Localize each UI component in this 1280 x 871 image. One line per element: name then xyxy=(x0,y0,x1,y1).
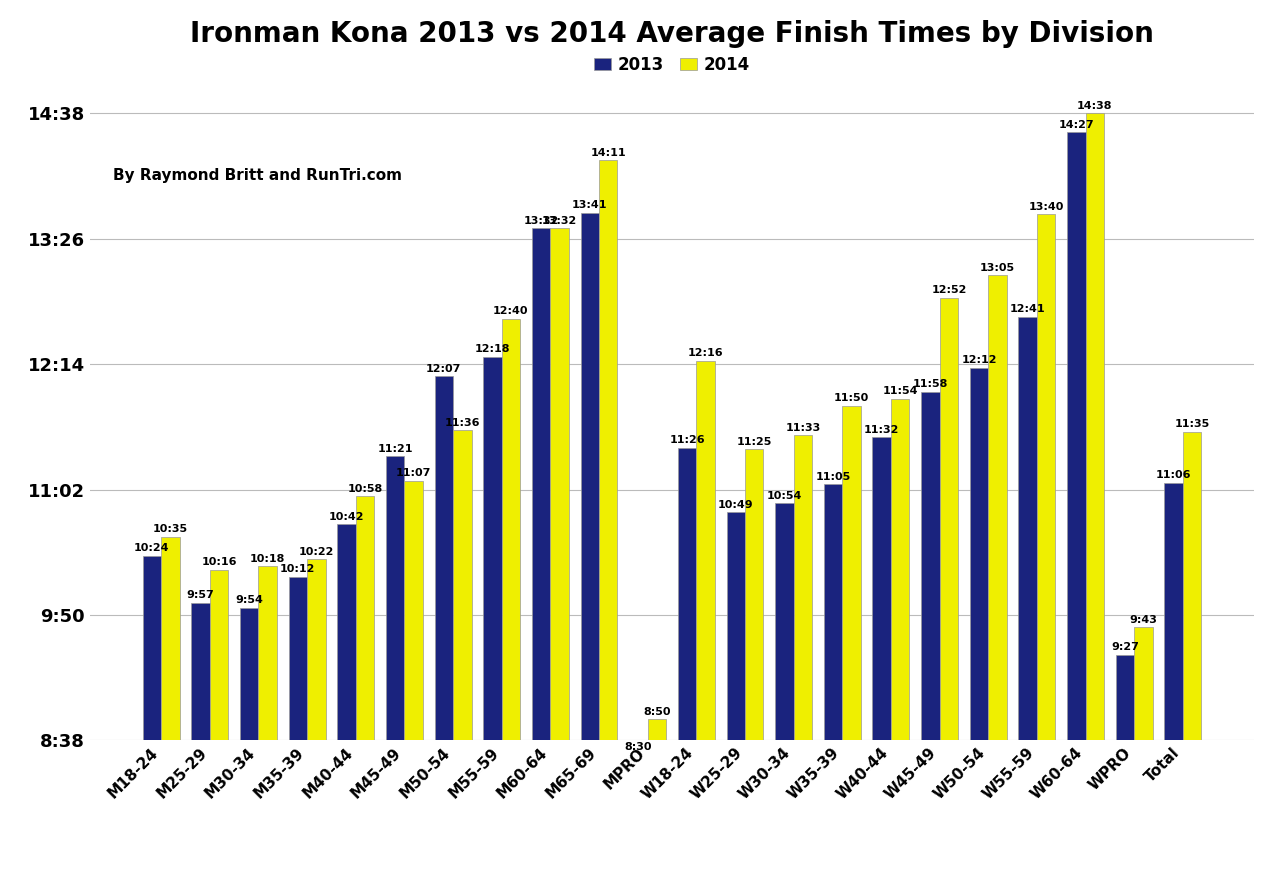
Text: 12:16: 12:16 xyxy=(687,348,723,358)
Bar xyxy=(307,559,325,740)
Text: 14:27: 14:27 xyxy=(1059,120,1094,130)
Bar xyxy=(824,484,842,740)
Text: 12:52: 12:52 xyxy=(932,286,966,295)
Bar xyxy=(502,319,520,740)
Text: 11:36: 11:36 xyxy=(444,418,480,428)
Bar xyxy=(1068,132,1085,740)
Text: 11:21: 11:21 xyxy=(378,444,413,454)
Text: 11:33: 11:33 xyxy=(785,423,820,433)
Bar xyxy=(678,448,696,740)
Bar xyxy=(599,160,617,740)
Text: 10:54: 10:54 xyxy=(767,491,803,501)
Text: 13:41: 13:41 xyxy=(572,200,608,210)
Text: 11:05: 11:05 xyxy=(815,472,851,482)
Bar xyxy=(1183,432,1202,740)
Bar xyxy=(288,577,307,740)
Text: 10:12: 10:12 xyxy=(280,564,315,574)
Bar xyxy=(356,496,374,740)
Text: 10:49: 10:49 xyxy=(718,500,754,510)
Bar xyxy=(161,537,179,740)
Bar xyxy=(873,437,891,740)
Text: 12:12: 12:12 xyxy=(961,355,997,365)
Text: 11:32: 11:32 xyxy=(864,425,900,435)
Text: 9:27: 9:27 xyxy=(1111,643,1139,652)
Bar xyxy=(550,228,568,740)
Bar xyxy=(404,481,422,740)
Text: 11:58: 11:58 xyxy=(913,380,948,389)
Bar xyxy=(210,570,228,740)
Text: 12:41: 12:41 xyxy=(1010,305,1046,314)
Bar xyxy=(727,512,745,740)
Bar xyxy=(483,357,502,740)
Bar xyxy=(259,566,276,740)
Bar xyxy=(745,449,763,740)
Bar xyxy=(142,556,161,740)
Bar xyxy=(581,213,599,740)
Bar xyxy=(630,740,648,754)
Bar xyxy=(988,275,1007,740)
Text: 13:32: 13:32 xyxy=(541,216,577,226)
Text: 8:50: 8:50 xyxy=(643,707,671,717)
Bar xyxy=(453,430,471,740)
Legend: 2013, 2014: 2013, 2014 xyxy=(588,50,756,81)
Bar xyxy=(434,376,453,740)
Bar xyxy=(922,392,940,740)
Bar xyxy=(842,406,861,740)
Text: 12:18: 12:18 xyxy=(475,345,511,354)
Bar xyxy=(1165,483,1183,740)
Text: 9:54: 9:54 xyxy=(236,596,264,605)
Text: 10:18: 10:18 xyxy=(250,554,285,564)
Title: Ironman Kona 2013 vs 2014 Average Finish Times by Division: Ironman Kona 2013 vs 2014 Average Finish… xyxy=(189,20,1155,48)
Text: 9:57: 9:57 xyxy=(187,591,214,600)
Bar xyxy=(1019,317,1037,740)
Text: 8:30: 8:30 xyxy=(625,742,653,752)
Bar xyxy=(1134,627,1153,740)
Text: 9:43: 9:43 xyxy=(1130,615,1157,625)
Text: 11:26: 11:26 xyxy=(669,436,705,445)
Text: 11:35: 11:35 xyxy=(1175,420,1210,429)
Text: 12:40: 12:40 xyxy=(493,307,529,316)
Bar xyxy=(970,368,988,740)
Bar xyxy=(191,603,210,740)
Text: 10:22: 10:22 xyxy=(298,547,334,557)
Text: 10:16: 10:16 xyxy=(201,557,237,567)
Text: 13:05: 13:05 xyxy=(980,263,1015,273)
Bar xyxy=(940,298,959,740)
Text: 11:50: 11:50 xyxy=(835,394,869,403)
Bar xyxy=(696,361,714,740)
Bar xyxy=(1085,113,1105,740)
Bar xyxy=(385,456,404,740)
Text: 14:11: 14:11 xyxy=(590,148,626,158)
Bar xyxy=(891,399,910,740)
Text: 13:40: 13:40 xyxy=(1029,202,1064,212)
Text: 11:25: 11:25 xyxy=(736,437,772,447)
Bar xyxy=(532,228,550,740)
Text: 13:32: 13:32 xyxy=(524,216,559,226)
Bar xyxy=(239,608,259,740)
Bar xyxy=(1116,655,1134,740)
Text: 14:38: 14:38 xyxy=(1078,101,1112,111)
Bar xyxy=(776,503,794,740)
Bar xyxy=(1037,214,1056,740)
Text: 10:42: 10:42 xyxy=(329,512,365,522)
Text: 11:07: 11:07 xyxy=(396,469,431,478)
Bar xyxy=(794,436,812,740)
Text: 12:07: 12:07 xyxy=(426,364,462,374)
Bar xyxy=(337,524,356,740)
Text: 11:54: 11:54 xyxy=(882,387,918,396)
Text: 10:35: 10:35 xyxy=(152,524,188,534)
Text: 10:24: 10:24 xyxy=(134,544,169,553)
Text: By Raymond Britt and RunTri.com: By Raymond Britt and RunTri.com xyxy=(113,168,402,183)
Text: 10:58: 10:58 xyxy=(347,484,383,494)
Bar xyxy=(648,719,666,740)
Text: 11:06: 11:06 xyxy=(1156,470,1192,480)
